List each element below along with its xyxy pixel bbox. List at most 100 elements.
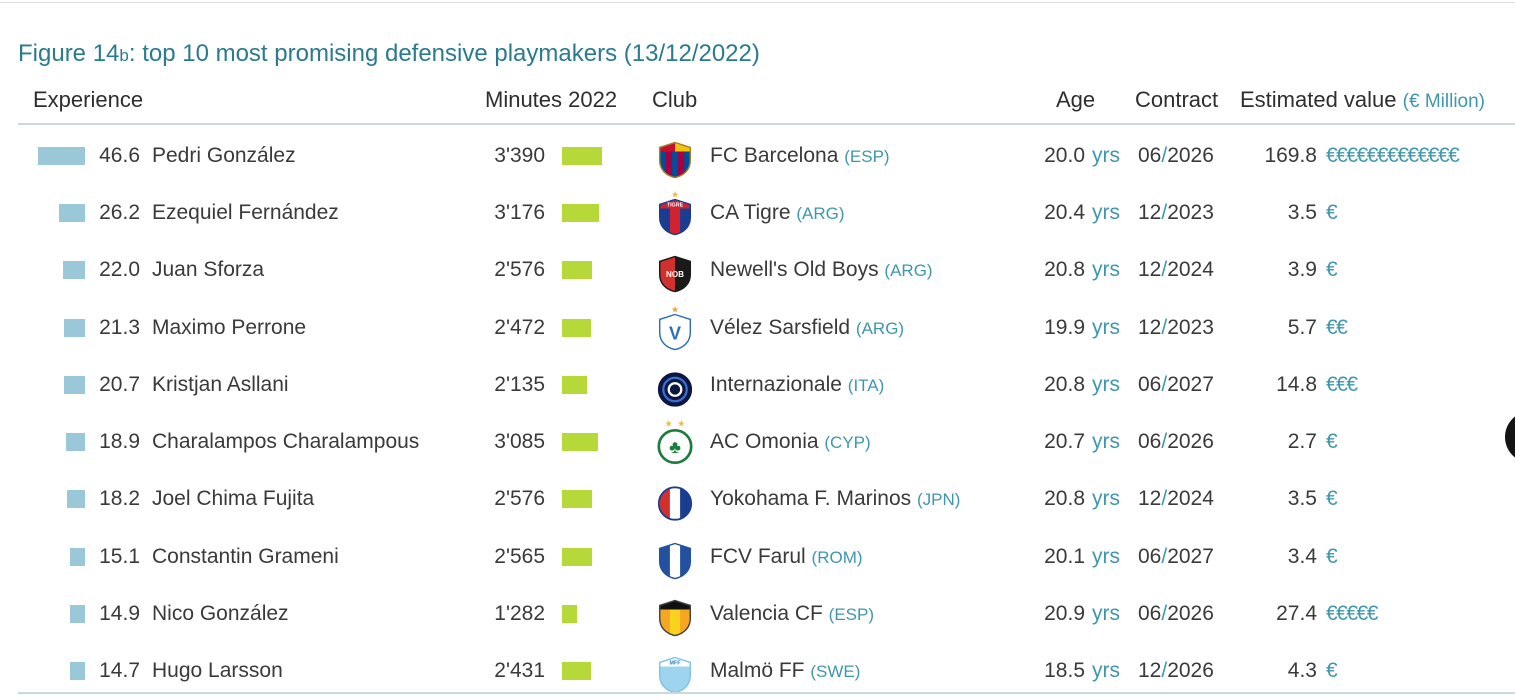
- minutes-bar: [562, 318, 592, 337]
- table-header: Experience Minutes 2022 Club Age Contrac…: [0, 87, 1515, 115]
- screen-edge-button[interactable]: [1505, 411, 1515, 463]
- age-value: 20.1: [1044, 544, 1085, 568]
- minutes-bar-cell: [562, 318, 654, 337]
- club-name: Valencia CF: [710, 602, 823, 626]
- age-value: 20.8: [1044, 258, 1085, 282]
- experience-value: 22.0: [99, 258, 140, 282]
- club-cell: CA Tigre (ARG): [710, 201, 1020, 225]
- euro-symbols: €€: [1326, 315, 1348, 339]
- experience-bar: [66, 433, 85, 452]
- contract-month: 06: [1138, 143, 1162, 167]
- club-crest-icon: MFF: [652, 648, 698, 695]
- club-name: CA Tigre: [710, 200, 791, 224]
- experience-value: 20.7: [99, 372, 140, 396]
- club-name: FCV Farul: [710, 544, 806, 568]
- contract-year: 2026: [1167, 430, 1214, 454]
- contract-month: 12: [1138, 258, 1162, 282]
- experience-bar-cell: [18, 547, 85, 566]
- age-unit-label: yrs: [1092, 143, 1120, 167]
- club-country-code: (ROM): [811, 547, 863, 567]
- age-unit-label: yrs: [1092, 659, 1120, 683]
- minutes-bar: [562, 433, 599, 452]
- age-value: 20.0: [1044, 143, 1085, 167]
- player-name: Constantin Grameni: [152, 544, 339, 568]
- euro-symbols: €€€: [1326, 372, 1358, 396]
- minutes-bar-cell: [562, 662, 654, 681]
- figure-title-rest: : top 10 most promising defensive playma…: [128, 40, 760, 68]
- contract-separator: /: [1161, 487, 1168, 511]
- experience-value: 15.1: [99, 544, 140, 568]
- svg-text:★: ★: [671, 304, 679, 314]
- contract-month: 06: [1138, 544, 1162, 568]
- player-name: Ezequiel Fernández: [152, 200, 339, 224]
- club-country-code: (JPN): [917, 490, 961, 510]
- euro-symbols: €: [1326, 200, 1338, 224]
- club-crest-icon: NOB: [652, 247, 698, 294]
- club-cell: Yokohama F. Marinos (JPN): [710, 487, 1020, 511]
- club-country-code: (SWE): [810, 662, 861, 682]
- estimated-value: 4.3: [1287, 659, 1317, 683]
- column-header-age: Age: [1056, 87, 1096, 112]
- svg-text:♣: ♣: [669, 437, 681, 457]
- club-cell: Valencia CF (ESP): [710, 602, 1020, 626]
- experience-bar-cell: [18, 146, 85, 165]
- minutes-bar-cell: [562, 203, 654, 222]
- svg-text:★: ★: [665, 419, 673, 429]
- minutes-bar-cell: [562, 490, 654, 509]
- club-crest-icon: [652, 361, 698, 408]
- player-name: Hugo Larsson: [152, 659, 283, 683]
- contract-month: 06: [1138, 372, 1162, 396]
- minutes-value: 2'576: [494, 487, 545, 511]
- contract-year: 2026: [1167, 143, 1214, 167]
- experience-value: 18.2: [99, 487, 140, 511]
- experience-bar: [70, 662, 85, 681]
- contract-date: 12/2026: [1138, 659, 1214, 683]
- player-name: Nico González: [152, 602, 289, 626]
- player-name: Juan Sforza: [152, 258, 265, 282]
- contract-separator: /: [1161, 200, 1168, 224]
- minutes-value: 2'135: [494, 372, 545, 396]
- experience-bar-cell: [18, 318, 85, 337]
- contract-month: 06: [1138, 602, 1162, 626]
- minutes-value: 2'472: [494, 315, 545, 339]
- experience-bar: [63, 318, 85, 337]
- table-row: 18.9 Charalampos Charalampous 3'085 ★ ★ ♣ …: [0, 413, 1515, 470]
- contract-separator: /: [1161, 372, 1168, 396]
- estimated-value: 3.9: [1287, 258, 1317, 282]
- euro-symbols: €: [1326, 258, 1338, 282]
- minutes-value: 1'282: [494, 602, 545, 626]
- club-crest-icon: ★ ★ ♣: [652, 419, 698, 466]
- minutes-bar-cell: [562, 605, 654, 624]
- club-country-code: (ARG): [855, 318, 905, 338]
- player-table-body: 46.6 Pedri González 3'390 FC Barcelona (…: [0, 127, 1515, 700]
- club-cell: FCV Farul (ROM): [710, 545, 1020, 569]
- minutes-bar-cell: [562, 261, 654, 280]
- contract-date: 06/2026: [1138, 602, 1214, 626]
- figure-title: Figure 14b: top 10 most promising defens…: [18, 40, 760, 68]
- table-row: 26.2 Ezequiel Fernández 3'176 ★ TIGRE CA …: [0, 184, 1515, 241]
- euro-symbols: €€€€€€€€€€€€€: [1326, 143, 1460, 167]
- minutes-bar: [562, 662, 591, 681]
- column-header-club: Club: [652, 87, 698, 112]
- contract-year: 2027: [1167, 544, 1214, 568]
- minutes-bar: [562, 203, 600, 222]
- club-cell: Vélez Sarsfield (ARG): [710, 316, 1020, 340]
- minutes-value: 2'431: [494, 659, 545, 683]
- club-cell: AC Omonia (CYP): [710, 430, 1020, 454]
- contract-month: 12: [1138, 487, 1162, 511]
- contract-year: 2024: [1167, 258, 1214, 282]
- club-country-code: (ESP): [828, 605, 875, 625]
- estimated-value: 3.5: [1287, 200, 1317, 224]
- contract-date: 06/2027: [1138, 373, 1214, 397]
- experience-bar-cell: [18, 605, 85, 624]
- age-unit-label: yrs: [1092, 200, 1120, 224]
- experience-bar-cell: [18, 261, 85, 280]
- table-row: 14.9 Nico González 1'282 Valencia CF (ES…: [0, 585, 1515, 642]
- age-value: 20.8: [1044, 372, 1085, 396]
- minutes-value: 2'576: [494, 258, 545, 282]
- club-cell: Malmö FF (SWE): [710, 659, 1020, 683]
- svg-text:MFF: MFF: [669, 661, 681, 667]
- club-cell: FC Barcelona (ESP): [710, 144, 1020, 168]
- contract-date: 12/2023: [1138, 201, 1214, 225]
- contract-year: 2023: [1167, 315, 1214, 339]
